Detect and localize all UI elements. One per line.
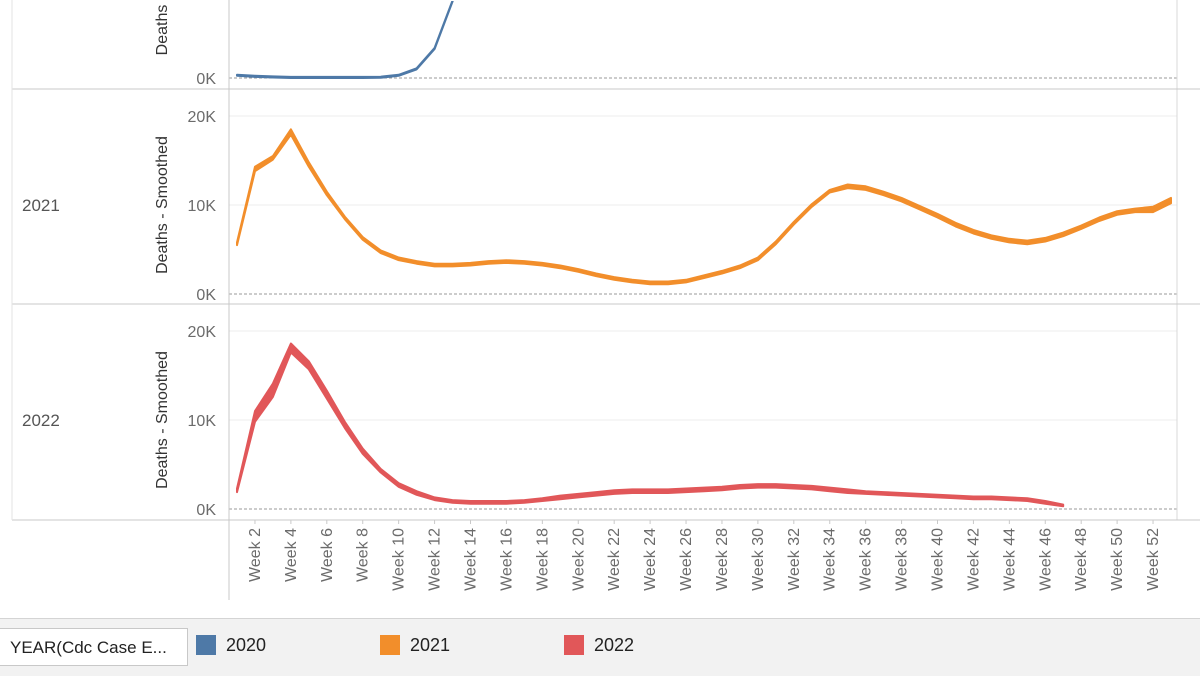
chart: 0K Deaths 0K 10K 20K Deaths - Smoothed 2021 0K 1… xyxy=(11,0,1200,600)
gridlines xyxy=(229,77,1177,510)
x-tick-label: Week 46 xyxy=(1037,528,1054,591)
x-tick-label: Week 10 xyxy=(391,528,408,591)
panel-frames xyxy=(11,0,1200,600)
series-area-2021 xyxy=(236,128,1172,286)
x-tick-label: Week 28 xyxy=(714,528,731,591)
x-tick-label: Week 18 xyxy=(534,528,551,591)
y-axis-title: Deaths xyxy=(154,5,171,56)
y-tick-label: 20K xyxy=(188,109,217,126)
x-tick-label: Week 26 xyxy=(678,528,695,591)
legend-swatch-2022 xyxy=(564,635,584,655)
y-tick-label: 20K xyxy=(188,324,217,341)
x-tick-label: Week 14 xyxy=(463,528,480,591)
x-tick-label: Week 36 xyxy=(858,528,875,591)
x-tick-label: Week 40 xyxy=(930,528,947,591)
x-tick-label: Week 30 xyxy=(750,528,767,591)
legend-title[interactable]: YEAR(Cdc Case E... xyxy=(0,628,188,666)
x-tick-label: Week 6 xyxy=(319,528,336,582)
x-tick-label: Week 16 xyxy=(498,528,515,591)
x-tick-label: Week 32 xyxy=(786,528,803,591)
y-tick-label: 10K xyxy=(188,198,217,215)
series-area-2020 xyxy=(236,1,454,79)
row-label-2022: 2022 xyxy=(22,411,60,430)
x-tick-label: Week 34 xyxy=(822,528,839,591)
x-tick-label: Week 22 xyxy=(606,528,623,591)
x-tick-label: Week 4 xyxy=(283,528,300,582)
x-tick-label: Week 52 xyxy=(1145,528,1162,591)
x-tick-label: Week 24 xyxy=(642,528,659,591)
y-tick-label: 0K xyxy=(196,502,216,519)
y-axis-title: Deaths - Smoothed xyxy=(154,351,171,489)
x-tick-label: Week 8 xyxy=(355,528,372,582)
x-tick-label: Week 48 xyxy=(1073,528,1090,591)
x-tick-label: Week 20 xyxy=(570,528,587,591)
axis-labels: 0K Deaths 0K 10K 20K Deaths - Smoothed 2021 0K 1… xyxy=(22,5,1162,591)
legend-label-2021: 2021 xyxy=(410,634,451,655)
legend-swatch-2020 xyxy=(196,635,216,655)
x-tick-label: Week 44 xyxy=(1001,528,1018,591)
y-tick-label: 0K xyxy=(196,287,216,304)
legend-label-2022: 2022 xyxy=(594,634,635,655)
x-tick-label: Week 2 xyxy=(247,528,264,582)
legend-swatch-2021 xyxy=(380,635,400,655)
legend-item-2021[interactable]: 2021 xyxy=(380,633,450,657)
legend-item-2020[interactable]: 2020 xyxy=(196,633,266,657)
y-tick-label: 0K xyxy=(196,71,216,88)
series-areas xyxy=(236,1,1172,508)
y-axis-title: Deaths - Smoothed xyxy=(154,136,171,274)
x-tick-label: Week 12 xyxy=(427,528,444,591)
legend-label-2020: 2020 xyxy=(226,634,267,655)
legend-item-2022[interactable]: 2022 xyxy=(564,633,634,657)
x-tick-label: Week 42 xyxy=(965,528,982,591)
series-area-2022 xyxy=(236,342,1065,508)
row-label-2021: 2021 xyxy=(22,196,60,215)
x-tick-label: Week 50 xyxy=(1109,528,1126,591)
y-tick-label: 10K xyxy=(188,413,217,430)
x-tick-label: Week 38 xyxy=(894,528,911,591)
